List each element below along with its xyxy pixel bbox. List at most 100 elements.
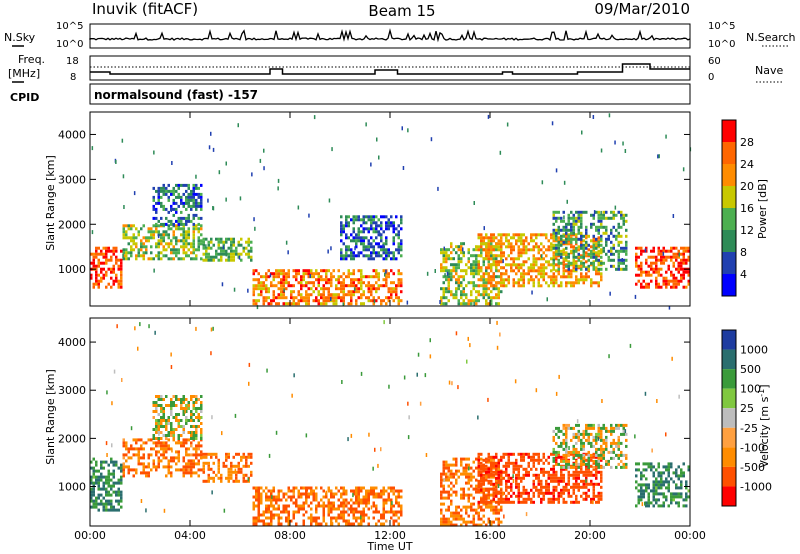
heat-cell-power-9 (667, 264, 670, 268)
heat-cell-velocity-7 (617, 444, 620, 448)
heat-cell-velocity-7 (612, 447, 615, 451)
heat-cell-velocity-7 (587, 426, 590, 430)
heat-cell-velocity-5 (470, 493, 473, 497)
heat-cell-velocity-7 (597, 453, 600, 457)
heat-cell-power-5 (397, 242, 400, 246)
heat-cell-power-5 (375, 221, 378, 225)
heat-cell-power-7 (567, 275, 570, 279)
heat-cell-velocity-2 (195, 434, 198, 437)
heat-cell-velocity-4 (372, 486, 375, 490)
heat-cell-power-1 (175, 254, 178, 258)
heat-cell-velocity-6 (495, 476, 498, 480)
heat-cell-power-8 (562, 252, 565, 256)
heat-cell-power-4 (342, 284, 345, 288)
heat-cell-velocity-8 (667, 489, 670, 493)
heat-cell-velocity-1 (155, 465, 158, 469)
heat-cell-power-6 (490, 254, 493, 258)
heat-cell-power-4 (305, 296, 308, 300)
heat-cell-velocity-6 (545, 482, 548, 486)
heat-cell-power-5 (375, 236, 378, 240)
heat-cell-velocity-5 (497, 523, 500, 527)
heat-cell-power-6 (462, 269, 465, 273)
heat-cell-power-1 (150, 227, 153, 231)
heat-cell-power-9 (677, 255, 680, 259)
heat-speck-power (133, 191, 136, 196)
heat-cell-velocity-6 (502, 452, 505, 456)
heat-cell-velocity-5 (440, 481, 443, 485)
heat-cell-power-6 (475, 248, 478, 252)
heat-cell-power-7 (525, 245, 528, 249)
heat-cell-power-4 (350, 284, 353, 288)
heat-speck-velocity (477, 415, 479, 420)
heat-cell-velocity-6 (477, 482, 480, 486)
heat-cell-velocity-6 (600, 494, 603, 498)
heat-cell-velocity-4 (390, 489, 393, 493)
heat-cell-power-8 (585, 228, 588, 232)
heat-cell-power-7 (540, 275, 543, 279)
heat-cell-velocity-6 (477, 455, 480, 459)
heat-cell-velocity-4 (325, 495, 328, 499)
heat-cell-velocity-8 (660, 504, 663, 508)
heat-cell-power-6 (450, 278, 453, 282)
heat-cell-velocity-0 (110, 508, 113, 512)
heat-cell-power-6 (500, 254, 503, 258)
heat-cell-power-7 (527, 248, 530, 252)
heat-cell-velocity-6 (550, 497, 553, 501)
heat-cell-velocity-1 (170, 465, 173, 469)
heat-cell-velocity-4 (300, 486, 303, 490)
heat-cell-power-5 (362, 221, 365, 225)
heat-cell-velocity-7 (592, 435, 595, 439)
heat-cell-power-7 (575, 275, 578, 279)
heat-cell-power-8 (570, 231, 573, 235)
heat-cell-velocity-4 (330, 519, 333, 523)
heat-cell-velocity-4 (382, 522, 385, 526)
heat-cell-velocity-5 (482, 469, 485, 473)
heat-cell-power-6 (445, 290, 448, 294)
heat-cell-power-7 (497, 233, 500, 237)
heat-cell-velocity-4 (375, 507, 378, 511)
heat-cell-power-2 (170, 189, 173, 193)
heat-cell-velocity-7 (625, 432, 628, 436)
heat-cell-power-7 (597, 236, 600, 240)
heat-cell-power-8 (582, 249, 585, 253)
heat-cell-velocity-0 (112, 481, 115, 485)
heat-cell-velocity-1 (165, 447, 168, 451)
heat-cell-velocity-0 (107, 508, 110, 512)
heat-cell-velocity-6 (477, 485, 480, 489)
heat-cell-velocity-8 (650, 462, 653, 466)
heat-cell-velocity-7 (555, 450, 558, 454)
heat-cell-velocity-3 (245, 455, 248, 459)
heat-cell-power-1 (160, 236, 163, 240)
heat-cell-velocity-2 (180, 404, 183, 407)
heat-cell-velocity-2 (195, 398, 198, 401)
heat-cell-power-4 (390, 296, 393, 300)
heat-cell-velocity-2 (157, 395, 160, 398)
heat-cell-velocity-6 (565, 482, 568, 486)
heat-cell-velocity-4 (327, 489, 330, 493)
heat-cell-power-7 (522, 278, 525, 282)
heat-cell-power-1 (172, 236, 175, 240)
heat-cell-velocity-5 (470, 478, 473, 482)
heat-cell-velocity-1 (172, 456, 175, 460)
heat-cell-power-8 (555, 237, 558, 241)
heat-cell-velocity-4 (390, 516, 393, 520)
heat-cell-velocity-0 (90, 460, 93, 464)
heat-cell-power-8 (565, 255, 568, 259)
heat-cell-velocity-0 (100, 475, 103, 479)
heat-cell-velocity-6 (495, 461, 498, 465)
heat-cell-velocity-5 (472, 487, 475, 491)
heat-cell-power-0 (102, 246, 105, 250)
heat-speck-velocity (145, 508, 147, 513)
heat-cell-velocity-4 (332, 495, 335, 499)
heat-cell-velocity-4 (350, 489, 353, 493)
heat-cell-velocity-6 (482, 482, 485, 486)
heat-cell-power-2 (197, 186, 200, 190)
heat-cell-velocity-6 (557, 452, 560, 456)
heat-cell-velocity-6 (500, 497, 503, 501)
heat-cell-velocity-3 (235, 452, 238, 456)
heat-cell-power-3 (240, 243, 243, 247)
heat-cell-velocity-7 (555, 453, 558, 457)
heat-cell-power-8 (557, 261, 560, 265)
heat-cell-power-6 (450, 272, 453, 276)
heat-cell-power-8 (600, 213, 603, 217)
